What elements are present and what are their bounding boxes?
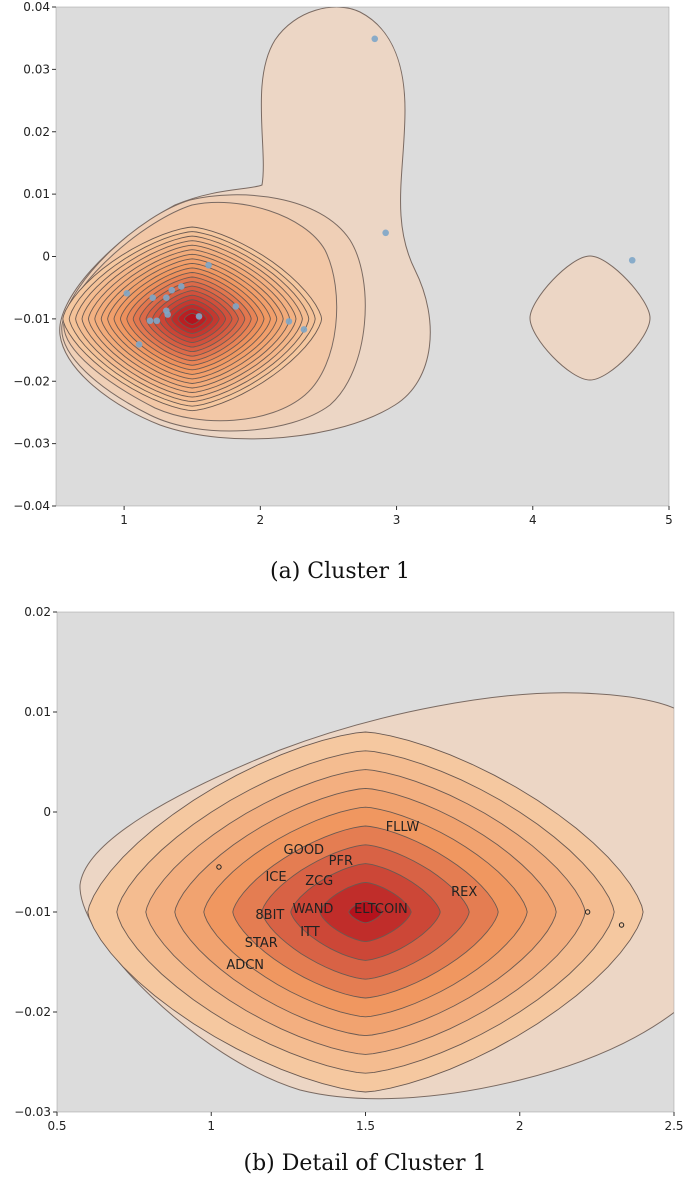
data-point	[618, 922, 625, 928]
data-point	[163, 294, 170, 301]
data-point	[178, 283, 185, 290]
y-tick-label: 0.01	[23, 187, 50, 201]
data-point	[149, 294, 157, 301]
plot-b-points: FLLW PFR ZCG ICE GOOD WAND ITT 8BIT STAR ELTCOIN R…	[216, 820, 625, 973]
y-tick-label: −0.03	[14, 1105, 51, 1119]
point-label: ELTCOIN	[354, 902, 408, 917]
data-point	[164, 311, 172, 318]
data-point	[153, 317, 161, 325]
y-tick-label: 0	[42, 250, 50, 264]
point-label: PFR	[329, 854, 353, 869]
data-point	[232, 303, 240, 310]
plot-b-contours	[79, 692, 674, 1100]
x-tick-label: 3	[393, 513, 401, 527]
point-label: REX	[451, 885, 477, 900]
x-tick-label: 0.5	[47, 1119, 66, 1133]
point-label: ITT	[300, 925, 320, 940]
data-point	[382, 229, 389, 237]
plot-a-contours	[59, 7, 651, 440]
x-tick-label: 1	[120, 513, 128, 527]
y-tick-label: −0.01	[13, 312, 50, 326]
caption-b: (b) Detail of Cluster 1	[244, 1151, 487, 1176]
data-point	[168, 286, 176, 294]
y-tick-label: −0.02	[13, 374, 50, 388]
x-tick-label: 4	[529, 513, 537, 527]
data-point	[205, 261, 212, 269]
data-point	[135, 341, 143, 348]
y-tick-label: −0.03	[13, 437, 50, 451]
y-tick-label: 0	[43, 805, 51, 819]
point-label: 8BIT	[255, 908, 284, 923]
x-tick-label: 2	[516, 1119, 524, 1133]
plot-a-ticks: 1 2 3 4 5 0.04 0.03 0.02 0.01 0 −0.01 −0.02 −0.03 −0.…	[13, 0, 673, 527]
y-tick-label: 0.01	[24, 705, 51, 719]
x-tick-label: 1	[207, 1119, 215, 1133]
x-tick-label: 1.5	[356, 1119, 375, 1133]
y-tick-label: −0.04	[13, 499, 50, 513]
data-point	[146, 317, 154, 325]
y-tick-label: −0.02	[14, 1005, 51, 1019]
y-tick-label: 0.02	[24, 605, 51, 619]
x-tick-label: 5	[665, 513, 673, 527]
density-contour	[348, 900, 383, 924]
y-tick-label: 0.03	[23, 62, 50, 76]
point-label: STAR	[245, 936, 278, 951]
data-point	[123, 290, 131, 297]
data-point	[628, 256, 636, 264]
point-label: ZCG	[305, 874, 333, 889]
plot-b: FLLW PFR ZCG ICE GOOD WAND ITT 8BIT STAR ELTCOIN R…	[14, 605, 683, 1176]
data-point	[216, 864, 222, 870]
data-point	[371, 35, 379, 43]
point-label: GOOD	[284, 843, 325, 858]
point-label: FLLW	[386, 820, 420, 835]
x-tick-label: 2	[257, 513, 265, 527]
y-tick-label: 0.02	[23, 125, 50, 139]
data-point	[300, 326, 308, 333]
contour-right-blob	[529, 255, 651, 381]
data-point	[195, 313, 203, 320]
plot-a-points	[123, 35, 636, 348]
x-tick-label: 2.5	[664, 1119, 683, 1133]
data-point	[285, 318, 293, 325]
point-label: ICE	[265, 870, 286, 885]
y-tick-label: −0.01	[14, 905, 51, 919]
plot-b-ticks: 0.5 1 1.5 2 2.5 0.02 0.01 0 −0.01 −0.02 −0.03	[14, 605, 683, 1133]
point-label: ADCN	[226, 958, 264, 973]
point-label: WAND	[293, 902, 334, 917]
caption-a: (a) Cluster 1	[270, 559, 410, 584]
plot-a: 1 2 3 4 5 0.04 0.03 0.02 0.01 0 −0.01 −0.02 −0.03 −0.…	[13, 0, 673, 584]
data-point	[584, 909, 591, 915]
y-tick-label: 0.04	[23, 0, 50, 14]
